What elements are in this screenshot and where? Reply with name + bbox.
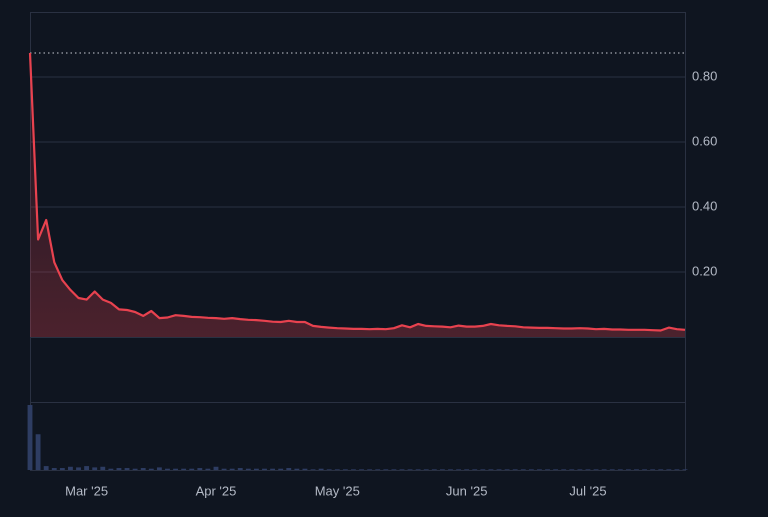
volume-bar <box>682 469 688 470</box>
volume-bar <box>270 468 276 470</box>
y-tick-label: 0.60 <box>692 133 717 148</box>
volume-bar <box>480 469 486 470</box>
volume-bar <box>173 468 178 470</box>
volume-bar <box>504 469 510 470</box>
volume-bar <box>253 468 259 470</box>
volume-bar <box>593 469 599 470</box>
volume-bar <box>625 469 631 470</box>
volume-bar <box>108 468 114 470</box>
volume-bar <box>100 466 106 470</box>
volume-bar <box>642 469 647 470</box>
y-tick-label: 0.40 <box>692 198 717 213</box>
volume-bar <box>674 469 680 470</box>
volume-bar <box>237 468 243 470</box>
volume-bar <box>116 468 122 470</box>
volume-bar <box>448 469 453 470</box>
volume-bar <box>326 469 332 470</box>
volume-bar <box>27 405 33 470</box>
volume-bar <box>294 468 300 470</box>
volume-bar <box>545 469 550 470</box>
volume-bar <box>189 468 195 470</box>
volume-bar <box>601 469 607 470</box>
volume-bar <box>92 467 98 470</box>
volume-bar <box>124 468 130 470</box>
x-tick-label: Mar '25 <box>65 483 108 498</box>
volume-bar <box>148 468 154 470</box>
volume-bar <box>84 466 90 470</box>
volume-bar <box>351 469 356 470</box>
volume-bar <box>553 469 559 470</box>
y-tick-label: 0.20 <box>692 263 717 278</box>
volume-bar <box>165 468 170 470</box>
volume-bar <box>302 468 308 470</box>
volume-bar <box>496 469 502 470</box>
volume-bar <box>213 466 219 470</box>
volume-bar <box>439 469 445 470</box>
volume-bar <box>561 469 567 470</box>
volume-bar <box>383 469 389 470</box>
volume-bar <box>367 469 373 470</box>
volume-bar <box>76 467 81 470</box>
volume-bar <box>528 469 534 470</box>
y-tick-label: 0.80 <box>692 68 717 83</box>
volume-bar <box>229 468 235 470</box>
x-tick-label: Jul '25 <box>569 483 606 498</box>
volume-bar <box>140 468 146 470</box>
volume-bar <box>609 469 615 470</box>
volume-bar <box>537 469 542 470</box>
price-area <box>30 52 685 338</box>
volume-bar <box>318 468 324 470</box>
x-tick-label: May '25 <box>315 483 360 498</box>
volume-bar <box>359 469 364 470</box>
volume-bar <box>342 469 348 470</box>
volume-bar <box>488 469 494 470</box>
volume-bar <box>156 467 162 470</box>
volume-bar <box>423 469 429 470</box>
volume-bar <box>399 469 405 470</box>
volume-bar <box>59 468 65 470</box>
volume-bar <box>456 469 462 470</box>
volume-bar <box>310 469 316 470</box>
volume-bar <box>391 469 397 470</box>
volume-bar <box>415 469 421 470</box>
volume-bar <box>132 468 138 470</box>
volume-bar <box>617 469 623 470</box>
volume-bar <box>262 468 267 470</box>
x-tick-label: Apr '25 <box>196 483 237 498</box>
volume-bar <box>585 469 591 470</box>
volume-bar <box>472 469 478 470</box>
volume-bar <box>278 468 284 470</box>
volume-bar <box>569 469 575 470</box>
volume-bar <box>577 469 583 470</box>
volume-bar <box>51 468 57 470</box>
volume-bar <box>68 466 73 470</box>
volume-bar <box>334 469 340 470</box>
volume-bar <box>245 468 251 470</box>
volume-bar <box>286 468 292 470</box>
volume-bar <box>43 466 49 470</box>
volume-bar <box>512 469 518 470</box>
price-line <box>28 52 686 332</box>
volume-bar <box>205 468 211 470</box>
volume-bar <box>197 468 203 470</box>
volume-bar <box>464 469 470 470</box>
volume-bar <box>650 469 656 470</box>
volume-bar <box>375 469 381 470</box>
volume-bar <box>35 434 41 470</box>
volume-bar <box>634 469 639 470</box>
volume-bar <box>658 469 664 470</box>
volume-bar <box>520 469 526 470</box>
volume-bar <box>407 469 413 470</box>
volume-bar <box>221 468 227 470</box>
x-tick-label: Jun '25 <box>446 483 488 498</box>
volume-bar <box>181 468 187 470</box>
volume-bar <box>666 469 672 470</box>
volume-bar <box>431 469 437 470</box>
